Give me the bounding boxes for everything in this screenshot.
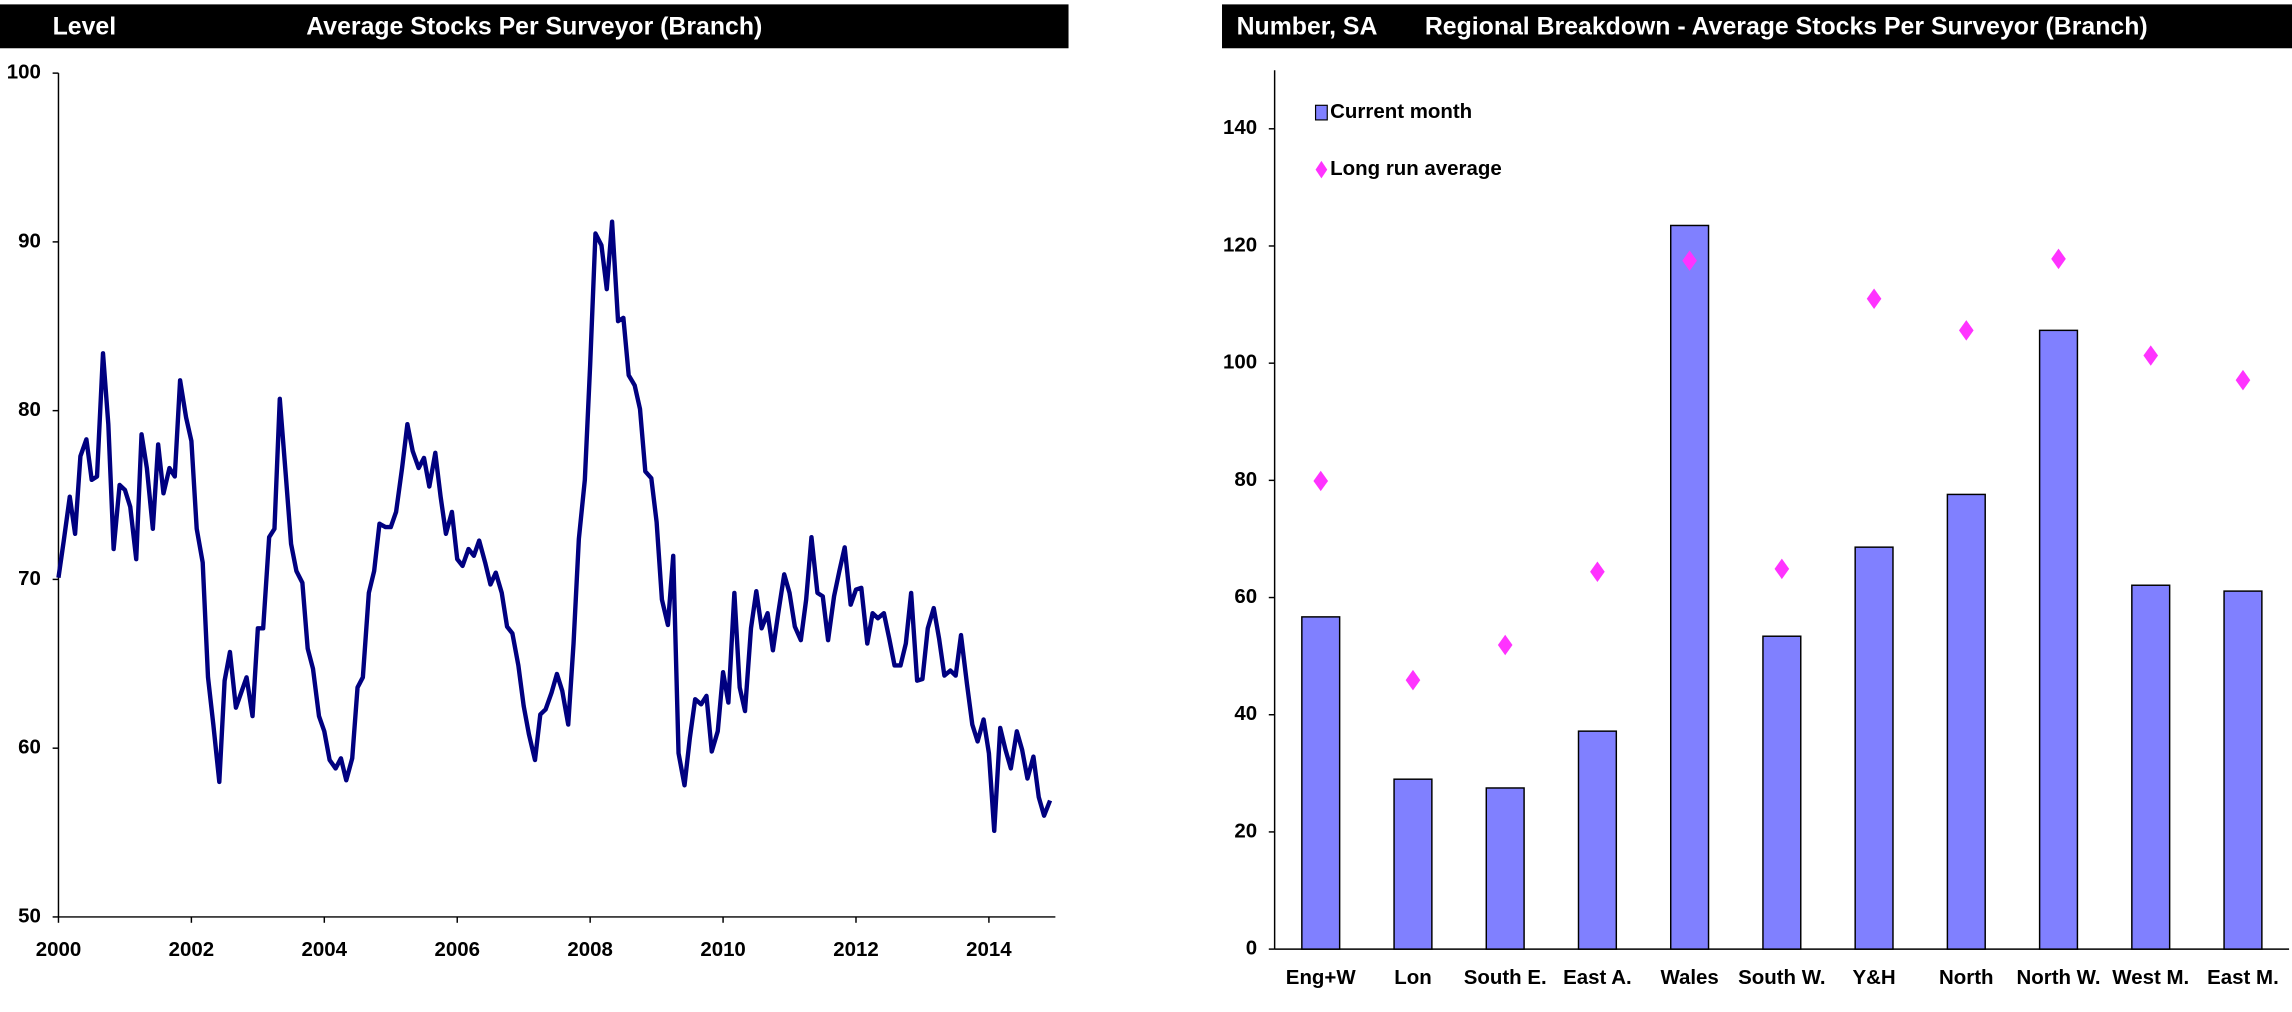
- diamond-marker: [1497, 634, 1513, 656]
- x-tick-label: 2006: [434, 938, 480, 961]
- chart-title: Average Stocks Per Surveyor (Branch): [306, 13, 762, 40]
- bar: [1393, 778, 1433, 950]
- bar: [2038, 329, 2079, 950]
- y-tick-label: 60: [18, 736, 41, 759]
- legend-swatch: [1315, 160, 1328, 179]
- diamond-marker: [2051, 248, 2066, 270]
- legend-label: Long run average: [1330, 157, 1502, 180]
- bar: [1301, 616, 1341, 950]
- unit-label: Level: [53, 13, 117, 40]
- x-tick-label: 2014: [966, 938, 1012, 961]
- x-tick-label: Wales: [1660, 966, 1718, 989]
- bar: [1946, 493, 1986, 950]
- diamond-marker: [1405, 669, 1421, 691]
- diamond-marker: [2235, 369, 2251, 391]
- y-tick-label: 90: [18, 229, 41, 252]
- diamond-marker: [1590, 561, 1605, 583]
- x-tick-label: 2008: [567, 938, 613, 961]
- x-tick-label: West M.: [2112, 966, 2189, 989]
- x-tick-label: North: [1939, 966, 1994, 989]
- y-tick-label: 70: [18, 567, 41, 590]
- chart-title: Regional Breakdown - Average Stocks Per …: [1425, 13, 2148, 40]
- x-tick-label: East A.: [1563, 966, 1632, 989]
- bar: [1669, 224, 1710, 950]
- bar: [1762, 635, 1802, 950]
- y-tick-label: 100: [1223, 351, 1257, 374]
- x-tick-label: Eng+W: [1286, 966, 1357, 989]
- y-tick-label: 40: [1234, 702, 1257, 725]
- y-tick-label: 80: [18, 398, 41, 421]
- x-tick-label: South W.: [1738, 966, 1825, 989]
- x-tick-label: East M.: [2207, 966, 2279, 989]
- bar: [2223, 590, 2263, 950]
- y-tick-label: 140: [1223, 116, 1257, 139]
- x-tick-label: 2004: [302, 938, 348, 961]
- x-tick-label: North W.: [2016, 966, 2100, 989]
- diamond-marker: [1958, 320, 1974, 341]
- bar: [2131, 584, 2171, 950]
- diamond-marker: [1682, 250, 1697, 271]
- x-tick-label: 2012: [833, 938, 879, 961]
- x-tick-label: South E.: [1464, 966, 1547, 989]
- y-tick-label: 60: [1234, 585, 1257, 608]
- bar: [1854, 546, 1894, 950]
- line-series: [56, 219, 1053, 834]
- y-tick-label: 20: [1234, 819, 1257, 842]
- x-tick-label: Y&H: [1852, 966, 1895, 989]
- unit-label: Number, SA: [1237, 13, 1378, 40]
- diamond-marker: [2143, 345, 2159, 366]
- x-tick-label: 2002: [169, 938, 215, 961]
- y-tick-label: 0: [1246, 937, 1257, 960]
- header-bar: [1222, 4, 2292, 49]
- x-tick-label: 2010: [700, 938, 746, 961]
- legend-swatch: [1314, 104, 1328, 121]
- bar: [1577, 730, 1618, 950]
- legend-label: Current month: [1330, 100, 1472, 123]
- y-tick-label: 80: [1234, 468, 1257, 491]
- header-bar: [0, 4, 1069, 49]
- y-tick-label: 100: [7, 61, 41, 84]
- diamond-marker: [1866, 288, 1882, 309]
- diamond-marker: [1313, 470, 1329, 492]
- bar: [1485, 787, 1525, 950]
- x-tick-label: Lon: [1394, 966, 1431, 989]
- y-tick-label: 50: [18, 904, 41, 927]
- y-tick-label: 120: [1223, 233, 1257, 256]
- x-tick-label: 2000: [36, 938, 82, 961]
- diamond-marker: [1774, 558, 1790, 580]
